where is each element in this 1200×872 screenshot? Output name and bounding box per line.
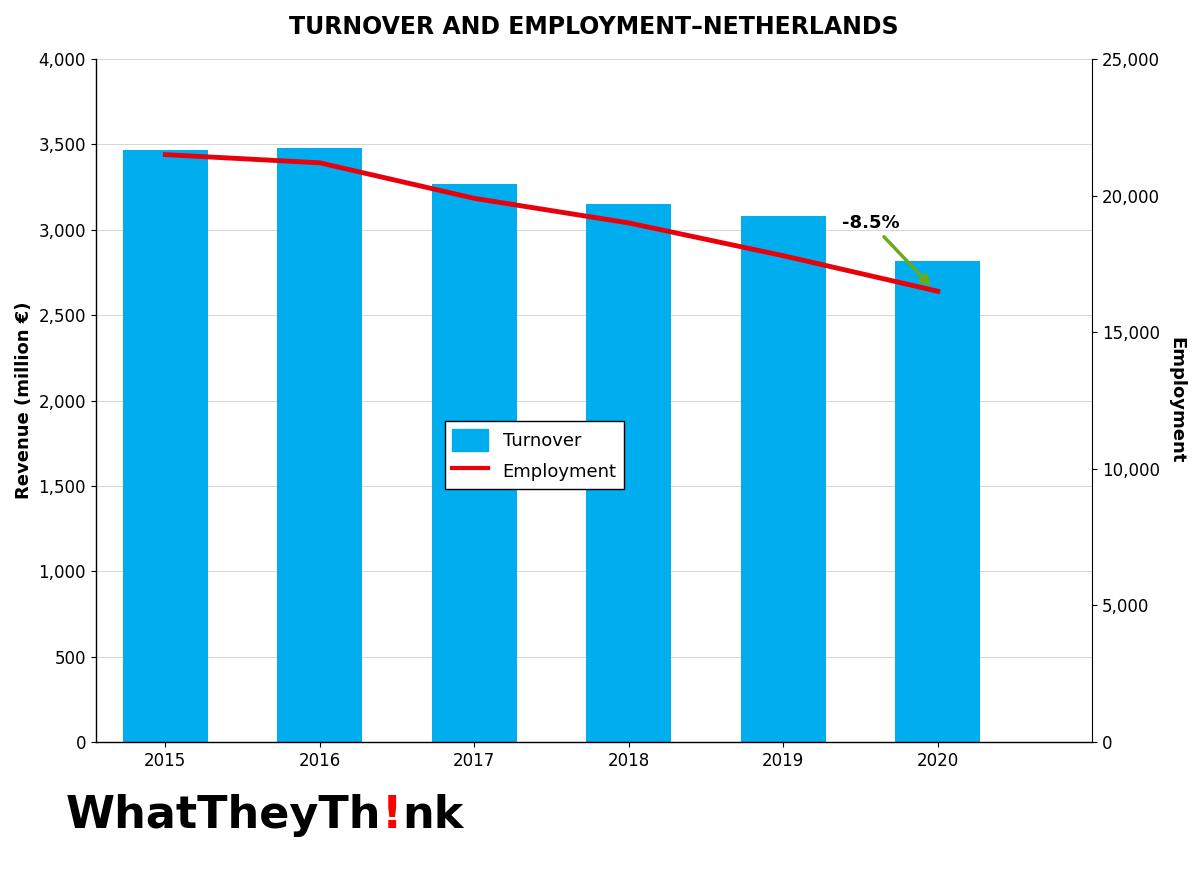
- Text: WhatTheyTh: WhatTheyTh: [66, 794, 382, 837]
- Title: TURNOVER AND EMPLOYMENT–NETHERLANDS: TURNOVER AND EMPLOYMENT–NETHERLANDS: [289, 15, 899, 39]
- Text: !: !: [382, 794, 402, 837]
- Legend: Turnover, Employment: Turnover, Employment: [445, 421, 624, 489]
- Bar: [587, 204, 671, 742]
- Text: -8.5%: -8.5%: [842, 214, 929, 283]
- Y-axis label: Employment: Employment: [1166, 337, 1186, 464]
- Y-axis label: Revenue (million €): Revenue (million €): [14, 302, 34, 500]
- Bar: [432, 184, 517, 742]
- Bar: [895, 261, 980, 742]
- Text: nk: nk: [402, 794, 463, 837]
- Bar: [740, 216, 826, 742]
- Bar: [277, 147, 362, 742]
- Bar: [122, 149, 208, 742]
